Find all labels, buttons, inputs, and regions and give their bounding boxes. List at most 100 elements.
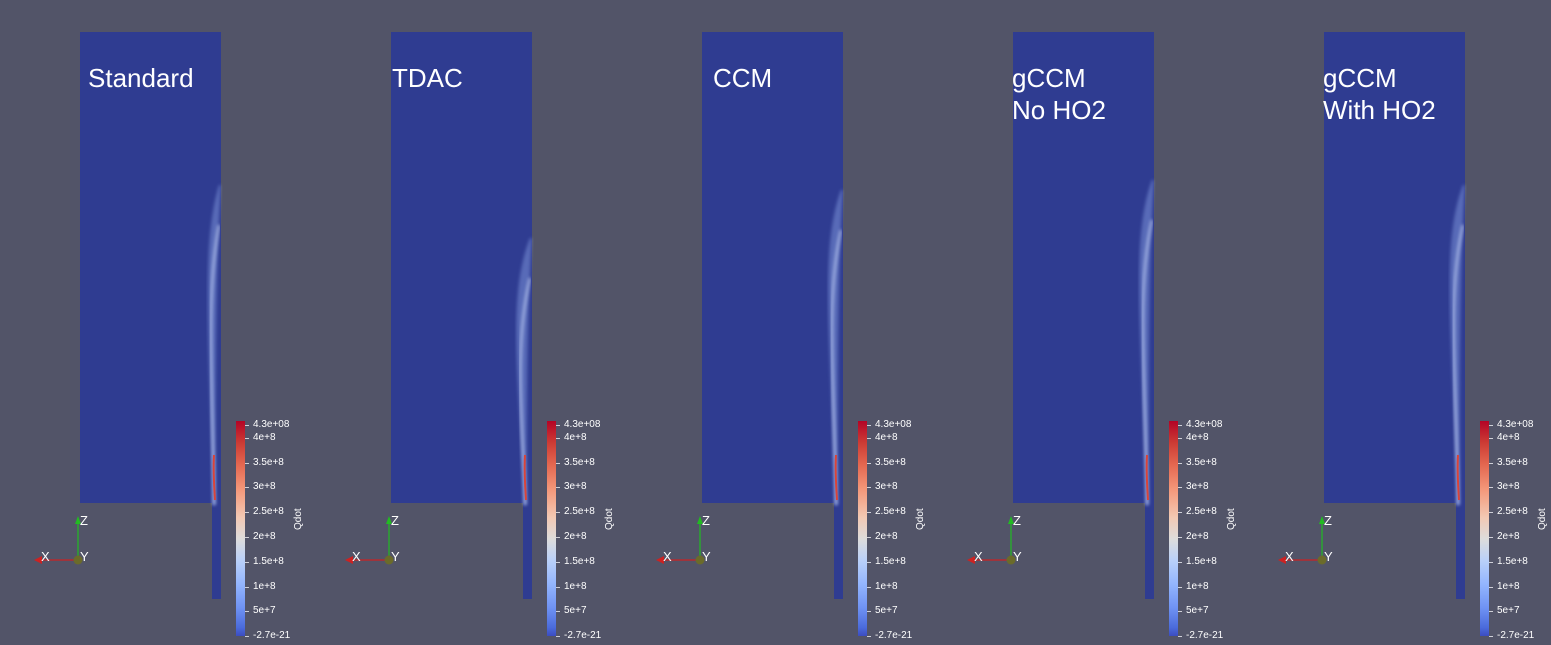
colorbar-tick-label: 2.5e+8 — [253, 506, 284, 517]
colorbar-tick-mark — [245, 611, 249, 612]
fuel-inlet-nozzle — [1456, 503, 1465, 599]
case-label: Standard — [88, 63, 194, 93]
colorbar-tick-mark — [1178, 463, 1182, 464]
colorbar-tick-mark — [556, 562, 560, 563]
colorbar-tick-mark — [1489, 487, 1493, 488]
colorbar-tick-label: 1e+8 — [564, 581, 587, 592]
combustor-domain — [391, 32, 532, 503]
colorbar-tick-mark — [245, 537, 249, 538]
colorbar-tick-label: 2.5e+8 — [1186, 506, 1217, 517]
colorbar-tick-mark — [1489, 636, 1493, 637]
colorbar-tick-label: 4.3e+08 — [875, 419, 912, 430]
fuel-inlet-nozzle — [1145, 503, 1154, 599]
colorbar-tick-label: 2e+8 — [1497, 531, 1520, 542]
colorbar-tick-label: 5e+7 — [875, 605, 898, 616]
axis-z-label: Z — [391, 513, 399, 528]
colorbar-tick-label: 2e+8 — [253, 531, 276, 542]
colorbar-tick-mark — [556, 587, 560, 588]
colorbar-tick-label: 3.5e+8 — [1186, 457, 1217, 468]
axes-glyph — [656, 516, 705, 565]
colorbar-tick-mark — [245, 587, 249, 588]
colorbar-tick-label: 5e+7 — [1186, 605, 1209, 616]
combustor-domain — [702, 32, 843, 503]
axes-glyph — [1278, 516, 1327, 565]
colorbar-title: Qdot — [915, 508, 926, 530]
colorbar-tick-mark — [1178, 425, 1182, 426]
colorbar-tick-mark — [245, 463, 249, 464]
colorbar-tick-label: 3.5e+8 — [1497, 457, 1528, 468]
colorbar-tick-mark — [1178, 537, 1182, 538]
colorbar-tick-mark — [1178, 587, 1182, 588]
colorbar-tick-mark — [245, 425, 249, 426]
colorbar-tick-label: -2.7e-21 — [1186, 630, 1224, 641]
colorbar-tick-mark — [1489, 438, 1493, 439]
axis-x-label: X — [41, 549, 50, 564]
colorbar-tick-mark — [1178, 611, 1182, 612]
colorbar-tick-mark — [867, 611, 871, 612]
qdot-flame-plume — [1139, 180, 1154, 506]
combustor-domain — [80, 32, 221, 503]
colorbar-tick-mark — [1178, 438, 1182, 439]
colorbar-tick-label: 3.5e+8 — [875, 457, 906, 468]
colorbar-tick-mark — [245, 512, 249, 513]
orientation-axes: Z X Y — [963, 510, 1033, 575]
colorbar-tick-mark — [1489, 562, 1493, 563]
colorbar-tick-label: 4e+8 — [1497, 432, 1520, 443]
orientation-axes: Z X Y — [652, 510, 722, 575]
axis-y-label: Y — [702, 549, 711, 564]
colorbar-tick-label: 4.3e+08 — [564, 419, 601, 430]
axes-glyph — [345, 516, 394, 565]
fuel-inlet-nozzle — [523, 503, 532, 599]
colorbar-title: Qdot — [1537, 508, 1548, 530]
qdot-flame-plume — [828, 190, 843, 506]
qdot-flame-plume — [207, 185, 221, 506]
colorbar-tick-label: 3e+8 — [1497, 481, 1520, 492]
case-panel: gCCM With HO2 4.3e+08 4e+8 3.5e+8 3e+8 2.5e+8… — [1244, 0, 1551, 645]
qdot-flame-plume — [516, 238, 532, 506]
colorbar-tick-label: -2.7e-21 — [1497, 630, 1535, 641]
case-label: gCCM With HO2 — [1323, 63, 1436, 125]
colorbar-tick-mark — [556, 537, 560, 538]
axis-x-label: X — [1285, 549, 1294, 564]
qdot-colorbar — [236, 421, 245, 636]
colorbar-tick-mark — [867, 587, 871, 588]
colorbar-title: Qdot — [1226, 508, 1237, 530]
colorbar-tick-mark — [1178, 487, 1182, 488]
axis-z-label: Z — [80, 513, 88, 528]
colorbar-tick-label: 2e+8 — [1186, 531, 1209, 542]
orientation-axes: Z X Y — [341, 510, 411, 575]
orientation-axes: Z X Y — [30, 510, 100, 575]
axis-x-label: X — [352, 549, 361, 564]
colorbar-tick-mark — [556, 611, 560, 612]
colorbar-tick-label: 4.3e+08 — [253, 419, 290, 430]
colorbar-tick-mark — [867, 463, 871, 464]
case-label: TDAC — [392, 63, 463, 93]
colorbar-tick-label: 5e+7 — [1497, 605, 1520, 616]
combustor-domain — [1324, 32, 1465, 503]
colorbar-tick-mark — [1489, 587, 1493, 588]
colorbar-tick-label: 1.5e+8 — [875, 556, 906, 567]
colorbar-tick-label: 4e+8 — [253, 432, 276, 443]
colorbar-tick-mark — [556, 636, 560, 637]
colorbar-tick-mark — [867, 562, 871, 563]
colorbar-tick-mark — [867, 636, 871, 637]
colorbar-tick-label: 1e+8 — [1497, 581, 1520, 592]
colorbar-tick-mark — [867, 487, 871, 488]
colorbar-tick-mark — [245, 636, 249, 637]
case-panel: TDAC 4.3e+08 4e+8 3.5e+8 3e+8 2.5e+8 2e+8 1.5e+… — [311, 0, 621, 645]
colorbar-tick-label: -2.7e-21 — [253, 630, 291, 641]
colorbar-tick-label: 3.5e+8 — [564, 457, 595, 468]
colorbar-title: Qdot — [293, 508, 304, 530]
qdot-colorbar — [1169, 421, 1178, 636]
case-panel: CCM 4.3e+08 4e+8 3.5e+8 3e+8 2.5e+8 2e+8 1.5e+8… — [622, 0, 932, 645]
colorbar-tick-label: 3e+8 — [1186, 481, 1209, 492]
colorbar-tick-mark — [245, 438, 249, 439]
case-panel: gCCM No HO2 4.3e+08 4e+8 3.5e+8 3e+8 2.5e+8 2e… — [933, 0, 1243, 645]
colorbar-tick-mark — [245, 562, 249, 563]
colorbar-tick-label: -2.7e-21 — [875, 630, 913, 641]
colorbar-tick-label: 2.5e+8 — [1497, 506, 1528, 517]
colorbar-tick-mark — [1489, 463, 1493, 464]
colorbar-tick-mark — [867, 512, 871, 513]
colorbar-tick-label: 3.5e+8 — [253, 457, 284, 468]
